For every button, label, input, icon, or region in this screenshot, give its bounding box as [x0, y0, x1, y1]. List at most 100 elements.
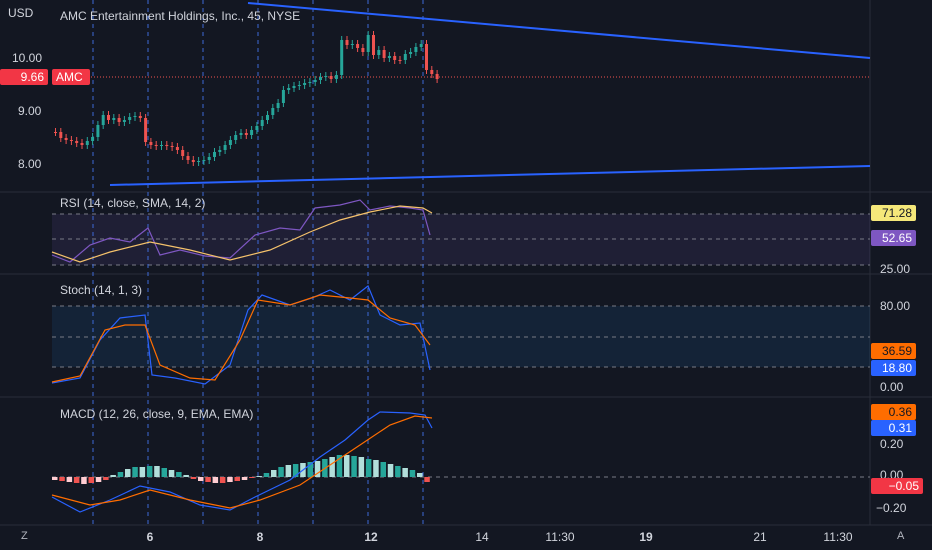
stoch-levels	[52, 305, 870, 368]
candle-body	[144, 118, 148, 142]
macd-histogram-bar	[52, 477, 58, 480]
candle-body	[239, 133, 243, 135]
candle-body	[419, 44, 423, 47]
price-tick-2: 9.00	[18, 104, 42, 118]
candle-body	[234, 135, 238, 140]
macd-histogram-bar	[278, 467, 284, 477]
rsi-level-label: 25.00	[880, 262, 911, 276]
macd-line	[51, 411, 433, 513]
time-axis-label: 12	[364, 530, 378, 544]
candle-body	[255, 126, 259, 130]
candle-body	[80, 143, 84, 145]
rsi-value: 52.65	[871, 230, 916, 246]
macd-histogram-bar	[219, 477, 226, 483]
candle-body	[324, 76, 328, 77]
candle-body	[154, 145, 158, 146]
candle-body	[54, 132, 57, 133]
pane-separators	[0, 0, 932, 526]
currency-label: USD	[8, 6, 34, 20]
macd-histogram-bar	[351, 456, 357, 477]
macd-histogram-bar	[212, 477, 219, 483]
candle-body	[266, 115, 269, 120]
time-axis-label: 11:30	[545, 530, 574, 544]
candle-body	[303, 83, 307, 85]
macd-histogram-bar	[205, 477, 211, 482]
time-axis[interactable]: 6 8 12 14 11:30 19 21 11:30	[147, 530, 853, 544]
price-tick-1: 10.00	[12, 51, 43, 65]
candle-body	[334, 75, 338, 79]
macd-histogram-bar	[380, 462, 386, 477]
macd-histogram-bar	[365, 459, 372, 477]
candle-body	[197, 161, 201, 162]
macd-histogram-bar	[402, 468, 408, 477]
macd-histogram-bar	[168, 470, 175, 477]
macd-tick-neg020: −0.20	[876, 501, 907, 515]
symbol-title[interactable]: AMC Entertainment Holdings, Inc., 45, NY…	[60, 9, 301, 23]
candle-body	[297, 85, 301, 86]
stoch-k-line	[51, 285, 431, 385]
macd-histogram-bar	[344, 455, 350, 477]
candle-body	[313, 80, 317, 82]
candle-body	[398, 60, 402, 61]
candle-body	[393, 56, 397, 60]
lower-trendline[interactable]	[109, 165, 871, 186]
candle-body	[260, 120, 264, 126]
auto-scale-button[interactable]: A	[897, 530, 905, 542]
zoom-button[interactable]: Z	[21, 530, 28, 542]
macd-histogram-bar	[424, 477, 430, 482]
macd-value: 0.31	[871, 420, 916, 436]
candle-body	[366, 35, 370, 52]
macd-histogram-bar	[146, 466, 153, 477]
time-axis-label: 11:30	[823, 530, 852, 544]
macd-histogram-bar	[183, 475, 189, 477]
candle-body	[281, 90, 285, 103]
rsi-line	[51, 199, 431, 263]
candle-body	[345, 40, 349, 45]
stoch-title[interactable]: Stoch (14, 1, 3)	[60, 283, 143, 297]
candle-body	[218, 150, 222, 152]
candle-body	[387, 56, 391, 58]
macd-histogram-bar	[329, 457, 335, 477]
time-axis-label: 19	[639, 530, 653, 544]
candle-body	[202, 160, 206, 161]
macd-histogram-bar	[395, 466, 401, 477]
candle-body	[107, 115, 110, 120]
candle-body	[223, 145, 227, 150]
macd-histogram-bar	[154, 466, 160, 477]
macd-histogram	[52, 455, 430, 484]
candle-body	[207, 157, 211, 160]
macd-histogram-bar	[125, 469, 131, 477]
stoch-d-value: 36.59	[871, 343, 916, 359]
macd-histogram-bar	[227, 477, 233, 482]
candle-body	[64, 138, 68, 140]
macd-histogram-bar	[263, 473, 270, 477]
macd-histogram-bar	[161, 468, 167, 477]
macd-histogram-bar	[190, 477, 197, 479]
macd-title[interactable]: MACD (12, 26, close, 9, EMA, EMA)	[60, 407, 254, 421]
macd-histogram-bar	[285, 465, 292, 477]
upper-trendline[interactable]	[247, 2, 871, 59]
stoch-k-value: 18.80	[871, 360, 916, 376]
candle-body	[361, 48, 365, 52]
macd-histogram-bar	[234, 477, 240, 481]
candle-body	[271, 108, 275, 115]
candle-body	[85, 141, 89, 145]
rsi-ma-line	[51, 205, 433, 263]
time-axis-label: 14	[475, 530, 489, 544]
candle-body	[403, 54, 407, 60]
last-price-badge: 9.66	[0, 69, 48, 85]
time-axis-label: 21	[753, 530, 767, 544]
candle-body	[250, 130, 254, 135]
candle-body	[356, 44, 360, 48]
macd-histogram-bar	[387, 464, 394, 477]
candle-body	[112, 118, 116, 120]
macd-signal-line	[51, 415, 433, 509]
macd-histogram-bar	[417, 473, 423, 477]
stoch-tick-80: 80.00	[880, 299, 911, 313]
macd-histogram-bar	[81, 477, 87, 484]
candle-body	[75, 141, 79, 143]
rsi-title[interactable]: RSI (14, close, SMA, 14, 2)	[60, 196, 206, 210]
candle-body	[69, 140, 73, 141]
macd-histogram-bar	[110, 475, 116, 477]
